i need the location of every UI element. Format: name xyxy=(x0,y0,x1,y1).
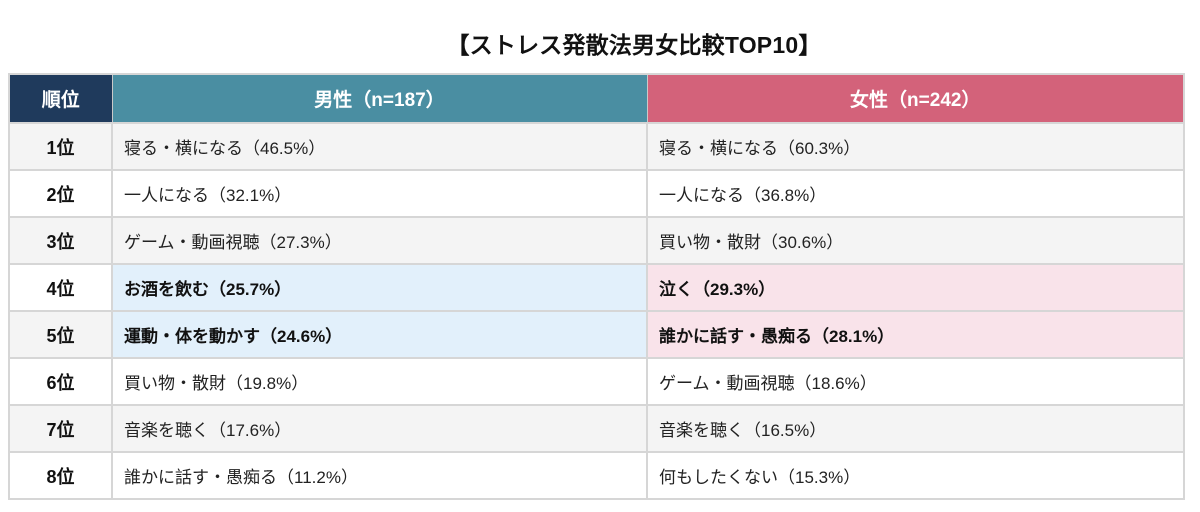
table-row: 6位 買い物・散財（19.8%） ゲーム・動画視聴（18.6%） xyxy=(8,357,1185,406)
male-cell: 寝る・横になる（46.5%） xyxy=(111,122,648,171)
rank-cell: 3位 xyxy=(8,216,113,265)
male-cell-highlighted: 運動・体を動かす（24.6%） xyxy=(111,310,648,359)
rank-cell: 1位 xyxy=(8,122,113,171)
table-row: 2位 一人になる（32.1%） 一人になる（36.8%） xyxy=(8,169,1185,218)
rank-cell: 7位 xyxy=(8,404,113,453)
male-cell: 買い物・散財（19.8%） xyxy=(111,357,648,406)
male-cell: 一人になる（32.1%） xyxy=(111,169,648,218)
female-cell: 買い物・散財（30.6%） xyxy=(646,216,1185,265)
rank-header: 順位 xyxy=(8,73,113,124)
chart-title: 【ストレス発散法男女比較TOP10】 xyxy=(446,32,822,58)
male-header: 男性（n=187） xyxy=(111,73,648,124)
female-cell-highlighted: 泣く（29.3%） xyxy=(646,263,1185,312)
table-row: 4位 お酒を飲む（25.7%） 泣く（29.3%） xyxy=(8,263,1185,312)
female-cell: 一人になる（36.8%） xyxy=(646,169,1185,218)
male-cell: ゲーム・動画視聴（27.3%） xyxy=(111,216,648,265)
rank-cell: 5位 xyxy=(8,310,113,359)
rank-cell: 6位 xyxy=(8,357,113,406)
header-row: 順位 男性（n=187） 女性（n=242） xyxy=(8,73,1185,124)
male-cell: 音楽を聴く（17.6%） xyxy=(111,404,648,453)
female-cell: 音楽を聴く（16.5%） xyxy=(646,404,1185,453)
male-cell: 誰かに話す・愚痴る（11.2%） xyxy=(111,451,648,500)
rank-cell: 4位 xyxy=(8,263,113,312)
rank-cell: 8位 xyxy=(8,451,113,500)
table-row: 3位 ゲーム・動画視聴（27.3%） 買い物・散財（30.6%） xyxy=(8,216,1185,265)
female-cell: 寝る・横になる（60.3%） xyxy=(646,122,1185,171)
table-row: 1位 寝る・横になる（46.5%） 寝る・横になる（60.3%） xyxy=(8,122,1185,171)
table-row: 8位 誰かに話す・愚痴る（11.2%） 何もしたくない（15.3%） xyxy=(8,451,1185,500)
rank-cell: 2位 xyxy=(8,169,113,218)
female-cell: 何もしたくない（15.3%） xyxy=(646,451,1185,500)
male-cell-highlighted: お酒を飲む（25.7%） xyxy=(111,263,648,312)
female-header: 女性（n=242） xyxy=(646,73,1185,124)
female-cell: ゲーム・動画視聴（18.6%） xyxy=(646,357,1185,406)
ranking-table: 順位 男性（n=187） 女性（n=242） 1位 寝る・横になる（46.5%）… xyxy=(8,73,1185,500)
table-row: 7位 音楽を聴く（17.6%） 音楽を聴く（16.5%） xyxy=(8,404,1185,453)
table-row: 5位 運動・体を動かす（24.6%） 誰かに話す・愚痴る（28.1%） xyxy=(8,310,1185,359)
female-cell-highlighted: 誰かに話す・愚痴る（28.1%） xyxy=(646,310,1185,359)
